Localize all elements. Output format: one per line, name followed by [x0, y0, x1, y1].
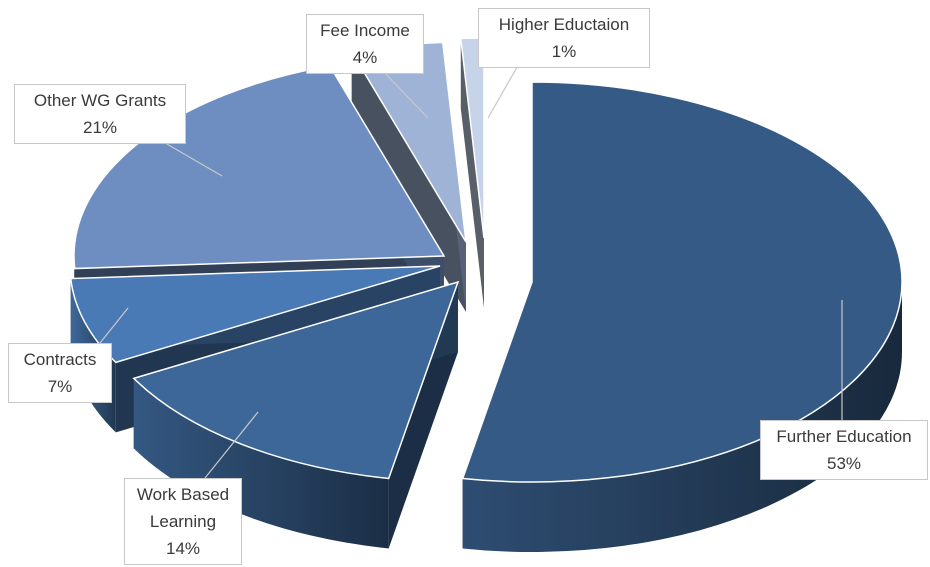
callout-label-fee-income: Fee Income: [320, 21, 410, 40]
leader-line-higher-eductaion: [487, 61, 521, 119]
callout-further-education: Further Education 53%: [760, 420, 928, 480]
callout-label-work-based-learning-line1: Work Based: [136, 485, 230, 504]
pie-slice-work-based-learning: [132, 280, 460, 549]
slice-side-wall: [460, 38, 484, 308]
callout-label-other-wg-grants: Other WG Grants: [33, 91, 167, 110]
callout-value-other-wg-grants: 21%: [82, 118, 118, 137]
callout-value-contracts: 7%: [47, 377, 73, 396]
slice-top-face: [461, 81, 903, 483]
callout-fee-income: Fee Income 4%: [306, 14, 424, 74]
callout-higher-education: Higher Eductaion 1%: [478, 8, 650, 68]
callout-value-further-education: 53%: [826, 454, 862, 473]
callout-value-higher-education: 1%: [551, 42, 577, 61]
callout-value-fee-income: 4%: [352, 48, 378, 67]
callout-label-contracts: Contracts: [23, 350, 97, 369]
slice-top-face: [69, 265, 441, 364]
slice-outer-wall: [462, 282, 902, 552]
callout-label-further-education: Further Education: [776, 427, 912, 446]
slice-top-face: [132, 280, 460, 480]
callout-other-wg-grants: Other WG Grants 21%: [14, 84, 186, 144]
callout-label-work-based-learning-line2: Learning: [149, 512, 217, 531]
leader-line-contracts: [99, 307, 129, 344]
slice-outer-wall: [133, 378, 389, 549]
callout-contracts: Contracts 7%: [8, 343, 112, 403]
pie-slice-further-education: [461, 81, 903, 552]
leader-line-other-wg-grants: [159, 139, 223, 177]
callout-value-work-based-learning: 14%: [165, 539, 201, 558]
leader-line-fee-income: [379, 67, 429, 119]
leader-line-work-based-learning: [204, 411, 259, 479]
callout-label-higher-education: Higher Eductaion: [498, 15, 630, 34]
callout-work-based-learning: Work Based Learning 14%: [124, 478, 242, 565]
